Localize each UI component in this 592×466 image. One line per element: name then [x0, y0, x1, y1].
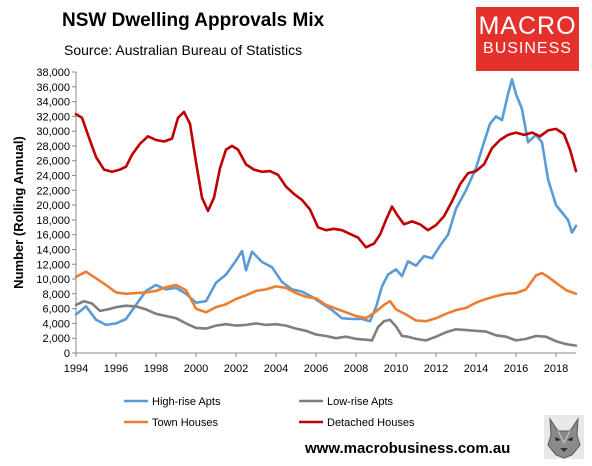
- y-tick-label: 28,000: [36, 141, 70, 153]
- y-tick-label: 8,000: [42, 289, 70, 301]
- y-axis-label: Number (Rolling Annual): [11, 136, 26, 289]
- y-tick-label: 6,000: [42, 304, 70, 316]
- x-tick-label: 2016: [504, 363, 528, 375]
- y-tick-label: 2,000: [42, 333, 70, 345]
- y-tick-label: 34,000: [36, 97, 70, 109]
- y-tick-label: 26,000: [36, 156, 70, 168]
- y-tick-label: 18,000: [36, 215, 70, 227]
- x-tick-label: 2006: [304, 363, 328, 375]
- y-tick-label: 12,000: [36, 259, 70, 271]
- series-line-detached-houses: [74, 110, 578, 249]
- chart-title: NSW Dwelling Approvals Mix: [62, 10, 325, 31]
- y-tick-label: 32,000: [36, 111, 70, 123]
- y-tick-label: 22,000: [36, 185, 70, 197]
- y-tick-label: 30,000: [36, 126, 70, 138]
- series-line-high-rise-apts: [74, 78, 578, 327]
- y-tick-label: 10,000: [36, 274, 70, 286]
- legend-label: Detached Houses: [327, 417, 415, 429]
- y-tick-label: 0: [64, 348, 70, 360]
- chart-source: Source: Australian Bureau of Statistics: [64, 42, 303, 58]
- y-tick-label: 20,000: [36, 200, 70, 212]
- y-tick-label: 38,000: [36, 67, 70, 79]
- x-tick-label: 2012: [424, 363, 448, 375]
- series-line-town-houses: [74, 270, 578, 323]
- legend-label: Low-rise Apts: [327, 396, 394, 408]
- y-tick-label: 14,000: [36, 244, 70, 256]
- x-tick-label: 2008: [344, 363, 368, 375]
- y-tick-label: 24,000: [36, 171, 70, 183]
- website-url[interactable]: www.macrobusiness.com.au: [305, 440, 511, 457]
- logo-line-2: BUSINESS: [483, 40, 572, 57]
- x-tick-label: 1996: [104, 363, 128, 375]
- legend-label: High-rise Apts: [152, 396, 221, 408]
- macrobusiness-logo[interactable]: MACRO BUSINESS: [476, 7, 579, 71]
- x-tick-label: 2018: [544, 363, 568, 375]
- x-tick-label: 2014: [464, 363, 488, 375]
- logo-line-1: MACRO: [478, 12, 577, 40]
- x-tick-label: 1994: [64, 363, 88, 375]
- x-tick-label: 2002: [224, 363, 248, 375]
- y-tick-label: 36,000: [36, 82, 70, 94]
- x-tick-label: 2000: [184, 363, 208, 375]
- legend-label: Town Houses: [152, 417, 219, 429]
- y-tick-label: 16,000: [36, 230, 70, 242]
- x-tick-label: 2004: [264, 363, 288, 375]
- x-tick-label: 2010: [384, 363, 408, 375]
- y-tick-label: 4,000: [42, 318, 70, 330]
- series-line-low-rise-apts: [74, 299, 578, 347]
- x-tick-label: 1998: [144, 363, 168, 375]
- wolf-logo-icon: [544, 415, 584, 459]
